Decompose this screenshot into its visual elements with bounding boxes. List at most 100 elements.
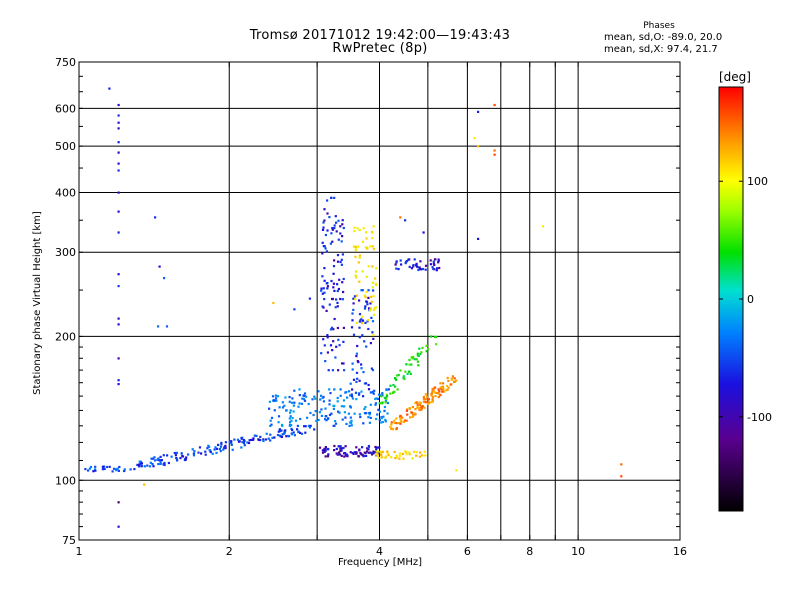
data-point	[408, 451, 411, 454]
data-point	[342, 326, 345, 329]
data-point	[321, 292, 324, 295]
data-point	[340, 405, 343, 408]
data-point	[330, 232, 333, 235]
data-point	[354, 255, 357, 258]
data-point	[159, 462, 162, 465]
data-point	[333, 259, 336, 262]
data-point	[276, 395, 280, 398]
data-point	[327, 447, 330, 451]
data-point	[294, 419, 298, 422]
data-point	[230, 440, 233, 443]
data-point	[372, 337, 375, 340]
phases-legend-title: Phases	[643, 21, 675, 31]
data-point	[412, 265, 415, 268]
data-point	[165, 325, 169, 328]
data-point	[326, 334, 329, 337]
data-point	[305, 395, 308, 398]
data-point	[320, 394, 323, 397]
data-point	[426, 402, 430, 405]
data-point	[398, 457, 401, 460]
data-point	[240, 446, 243, 449]
data-point	[288, 417, 291, 420]
data-point	[355, 446, 358, 449]
data-point	[437, 261, 440, 264]
data-point	[416, 406, 419, 409]
data-point	[324, 407, 327, 410]
data-point	[397, 268, 400, 271]
data-point	[386, 401, 389, 405]
data-point	[381, 450, 384, 453]
data-point	[373, 313, 376, 316]
data-point	[402, 457, 405, 460]
data-point	[383, 397, 386, 400]
data-point	[158, 265, 161, 268]
data-point	[278, 406, 281, 409]
data-point	[117, 273, 120, 276]
data-point	[353, 412, 356, 415]
data-point	[391, 428, 395, 431]
data-point	[477, 237, 480, 240]
x-tick-label: 16	[673, 545, 687, 558]
data-point	[154, 216, 157, 219]
data-point	[364, 406, 367, 409]
data-point	[437, 395, 440, 399]
data-point	[393, 419, 396, 422]
data-point	[323, 208, 326, 211]
data-point	[324, 455, 327, 458]
data-point	[324, 415, 327, 418]
data-point	[350, 393, 353, 396]
data-point	[163, 463, 166, 467]
data-point	[369, 245, 372, 248]
data-point	[208, 445, 211, 448]
data-point	[370, 391, 373, 394]
data-point	[397, 374, 400, 377]
data-point	[387, 454, 390, 457]
data-point	[418, 406, 421, 410]
x-tick-label: 10	[571, 545, 585, 558]
data-point	[258, 438, 261, 441]
data-point	[331, 240, 334, 243]
data-point	[117, 162, 120, 165]
data-point	[416, 360, 419, 363]
data-point	[326, 336, 329, 339]
data-point	[117, 210, 120, 213]
data-point	[332, 286, 335, 289]
data-point	[117, 191, 120, 194]
data-point	[405, 419, 408, 422]
data-point	[272, 301, 275, 305]
data-point	[361, 334, 364, 337]
data-point	[318, 446, 322, 449]
data-point	[383, 409, 386, 412]
data-point	[432, 388, 435, 391]
data-point	[364, 246, 367, 249]
data-point	[398, 454, 401, 457]
data-point	[395, 427, 398, 430]
data-point	[391, 391, 395, 394]
data-point	[415, 401, 418, 404]
data-point	[385, 397, 388, 400]
data-point	[367, 327, 370, 331]
data-point	[344, 391, 347, 394]
data-point	[449, 383, 452, 386]
data-point	[252, 437, 255, 440]
data-point	[378, 410, 382, 413]
data-point	[133, 468, 136, 471]
data-point	[352, 378, 356, 381]
data-point	[408, 370, 411, 373]
data-point	[394, 457, 397, 460]
data-point	[417, 354, 420, 358]
data-point	[247, 441, 251, 445]
data-point	[418, 266, 421, 269]
data-point	[180, 452, 183, 455]
data-point	[360, 363, 363, 366]
data-point	[362, 455, 365, 458]
data-point	[129, 468, 132, 471]
data-point	[378, 446, 381, 449]
data-point	[311, 398, 314, 401]
data-point	[384, 401, 387, 404]
data-point	[343, 369, 346, 372]
data-point	[143, 465, 146, 468]
data-point	[117, 151, 120, 154]
data-point	[431, 400, 434, 403]
data-point	[174, 454, 177, 457]
